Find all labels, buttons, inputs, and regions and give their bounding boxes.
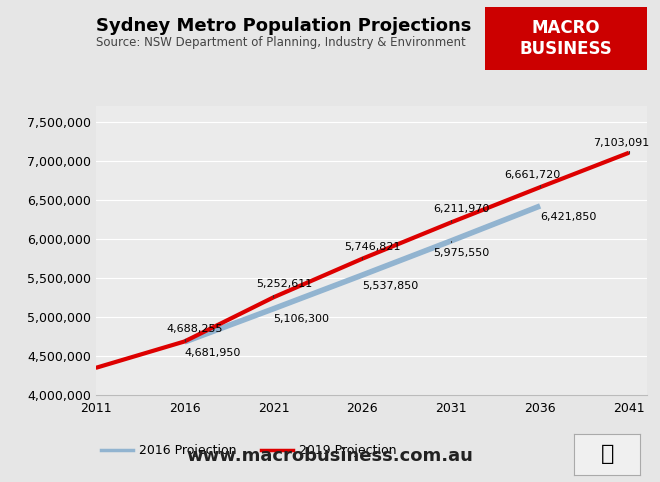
Legend: 2016 Projection, 2019 Projection: 2016 Projection, 2019 Projection — [96, 439, 401, 462]
Text: 4,688,255: 4,688,255 — [167, 324, 223, 341]
Text: 6,661,720: 6,661,720 — [505, 170, 561, 187]
Text: 5,746,821: 5,746,821 — [345, 242, 401, 259]
Text: MACRO
BUSINESS: MACRO BUSINESS — [519, 19, 612, 58]
Text: Sydney Metro Population Projections: Sydney Metro Population Projections — [96, 17, 471, 35]
Text: 6,211,970: 6,211,970 — [434, 204, 490, 222]
Text: 6,421,850: 6,421,850 — [540, 206, 597, 222]
Text: 🐺: 🐺 — [601, 444, 614, 464]
Text: 5,252,611: 5,252,611 — [255, 279, 312, 297]
Text: 5,975,550: 5,975,550 — [434, 241, 490, 258]
Text: 5,106,300: 5,106,300 — [273, 309, 329, 324]
Text: 7,103,091: 7,103,091 — [593, 138, 649, 153]
Text: www.macrobusiness.com.au: www.macrobusiness.com.au — [187, 447, 473, 465]
Text: 5,537,850: 5,537,850 — [362, 275, 418, 291]
Text: 4,681,950: 4,681,950 — [185, 342, 241, 358]
Text: Source: NSW Department of Planning, Industry & Environment: Source: NSW Department of Planning, Indu… — [96, 36, 465, 49]
